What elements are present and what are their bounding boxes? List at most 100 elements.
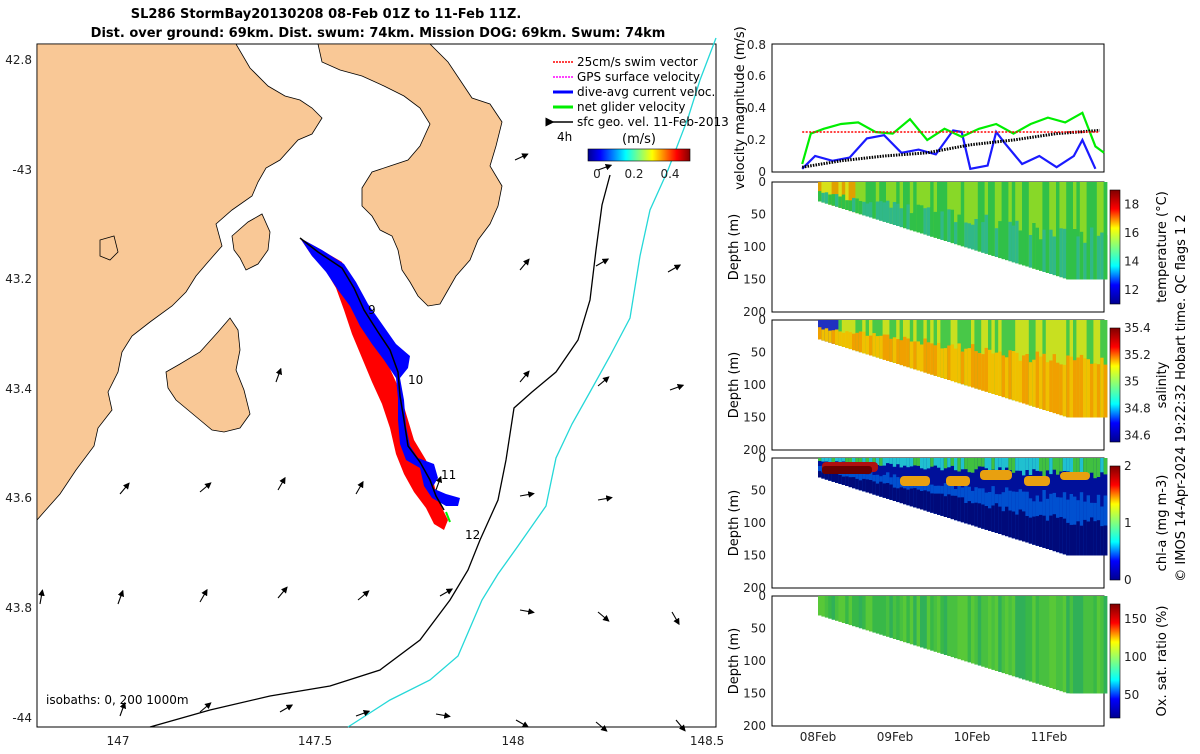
section-cell	[943, 496, 948, 517]
lon-tick: 147.5	[298, 734, 332, 748]
section-cell	[1008, 182, 1013, 262]
day-label: 12	[465, 528, 480, 542]
section-cell	[920, 344, 924, 372]
section-cell	[896, 339, 900, 364]
section-cell	[916, 204, 921, 233]
section-cell	[818, 471, 822, 478]
section-cell	[1079, 596, 1084, 694]
section-cell	[862, 201, 866, 216]
section-cell	[1079, 492, 1084, 556]
section-cell	[923, 338, 928, 373]
section-cell	[1059, 228, 1064, 278]
section-cell	[1049, 360, 1053, 412]
section-cell	[1018, 182, 1023, 265]
section-cell	[903, 210, 907, 229]
section-cell	[937, 458, 941, 468]
section-cell	[947, 345, 951, 380]
section-cell	[947, 494, 951, 518]
section-cell	[1062, 518, 1067, 555]
depth-tick: 200	[743, 719, 766, 733]
section-cell	[971, 182, 975, 250]
section-cell	[1022, 182, 1026, 266]
section-cell	[964, 481, 968, 524]
section-cell	[838, 196, 843, 208]
geo-velocity-arrow	[595, 721, 608, 732]
section-cell	[875, 483, 880, 496]
section-cell	[971, 344, 975, 388]
lat-tick: 43.8	[5, 601, 32, 615]
section-cell	[824, 596, 829, 618]
section-cell	[1093, 596, 1098, 694]
section-cell	[940, 182, 945, 240]
section-cell	[845, 476, 849, 486]
section-cell	[909, 182, 914, 231]
section-cell	[909, 213, 914, 231]
section-cell	[1039, 239, 1043, 271]
section-cell	[1005, 357, 1009, 399]
section-cell	[940, 211, 945, 240]
section-cell	[964, 503, 968, 524]
depth-tick: 150	[743, 687, 766, 701]
section-cell	[981, 354, 985, 391]
lon-tick: 148	[502, 734, 525, 748]
section-cell	[1083, 358, 1087, 418]
section-cell	[896, 458, 900, 465]
section-cell	[1015, 514, 1019, 540]
geo-velocity-arrow	[199, 588, 208, 603]
vel-ytick: 0	[758, 165, 766, 179]
section-cell	[981, 458, 985, 467]
section-cell	[1093, 236, 1098, 280]
section-cell	[1008, 350, 1013, 400]
section-cell	[899, 458, 904, 468]
section-cell	[909, 596, 914, 645]
section-cell	[1022, 511, 1026, 542]
section-cell	[886, 596, 890, 637]
section-cell	[838, 331, 843, 346]
section-cell	[858, 182, 863, 215]
section-cell	[971, 458, 975, 473]
section-cell	[974, 219, 979, 251]
velocity-yticks: 0 0.2 0.4 0.6 0.8	[747, 38, 766, 179]
section-cell	[1086, 458, 1091, 476]
time-tick: 11Feb	[1031, 730, 1068, 744]
section-cell	[923, 596, 928, 649]
section-cell	[892, 337, 897, 363]
geo-velocity-arrow	[199, 702, 212, 713]
section-cell	[1073, 360, 1077, 418]
section-cell	[977, 182, 982, 252]
time-tick: 09Feb	[877, 730, 914, 744]
day-label: 10	[408, 373, 423, 387]
section-cell	[1086, 359, 1091, 418]
section-cell	[926, 596, 931, 650]
section-cell	[913, 458, 917, 466]
colorbar-tick: 0	[1124, 573, 1132, 587]
day-label: 11	[441, 468, 456, 482]
colorbar-tick: 0.4	[660, 167, 679, 181]
legend-label: sfc geo. vel. 11-Feb-2013	[577, 115, 729, 129]
section-cell	[831, 182, 836, 206]
section-cell	[862, 458, 866, 464]
section-cell	[831, 596, 836, 620]
section-cell	[872, 200, 877, 219]
section-cell	[1079, 354, 1084, 418]
section-cell	[1059, 458, 1064, 472]
section-cell	[1059, 517, 1064, 554]
section-cell	[943, 215, 948, 241]
colorbar-tick: 35	[1124, 375, 1139, 389]
section-cell	[991, 596, 996, 670]
section-cell	[1056, 517, 1060, 553]
section-cell	[882, 483, 887, 498]
section-cell	[838, 458, 843, 464]
section-cell	[937, 342, 941, 377]
section-cell	[835, 596, 839, 621]
section-cell	[1018, 360, 1023, 403]
colorbar-tick: 14	[1124, 254, 1139, 268]
geo-velocity-arrow	[355, 709, 371, 717]
section-cell	[1035, 182, 1040, 270]
colorbar-tick: 18	[1124, 197, 1139, 211]
section-cell	[1035, 351, 1040, 408]
section-cell	[1052, 514, 1057, 552]
section-cell	[964, 458, 968, 470]
section-cell	[1093, 363, 1098, 418]
section-cell	[1073, 596, 1077, 694]
